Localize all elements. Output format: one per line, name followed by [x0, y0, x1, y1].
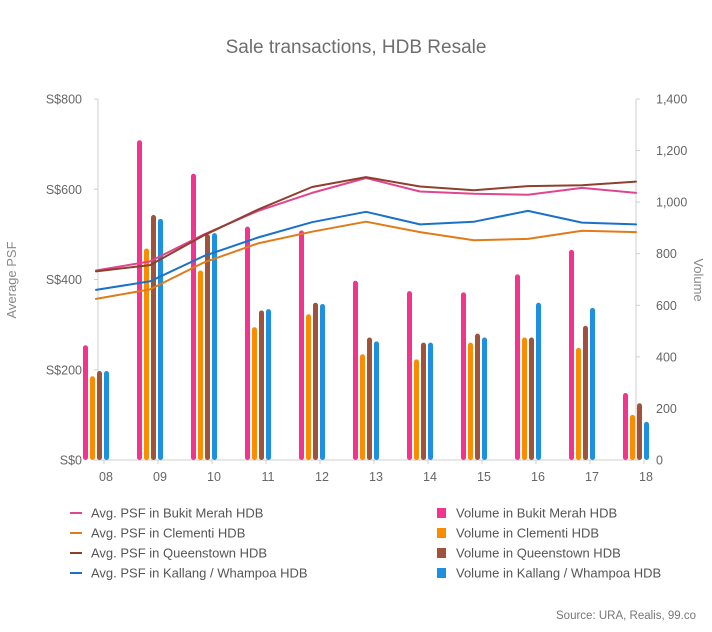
- right-tick-label: 200: [656, 402, 677, 416]
- x-tick-label: 14: [423, 470, 437, 484]
- bar: [266, 309, 271, 460]
- bar: [151, 215, 156, 460]
- x-tick-label: 16: [531, 470, 545, 484]
- x-tick-label: 17: [585, 470, 599, 484]
- left-tick-label: S$400: [46, 273, 82, 287]
- bar: [367, 337, 372, 460]
- bar: [158, 218, 163, 460]
- bar: [252, 327, 257, 460]
- x-tick-label: 10: [207, 470, 221, 484]
- legend-label: Volume in Queenstown HDB: [456, 546, 621, 561]
- bar: [212, 233, 217, 460]
- legend-bar-swatch: [437, 548, 446, 558]
- bar: [475, 333, 480, 460]
- right-axis-title: Volume: [691, 258, 706, 301]
- series-line: [95, 177, 637, 272]
- bar: [583, 325, 588, 460]
- legend-label: Volume in Clementi HDB: [456, 526, 599, 541]
- right-tick-label: 1,400: [656, 93, 687, 107]
- x-tick-label: 15: [477, 470, 491, 484]
- bar: [522, 337, 527, 460]
- bar: [644, 421, 649, 460]
- bar: [482, 337, 487, 460]
- legend-bar-swatch: [437, 568, 446, 578]
- legend: Avg. PSF in Bukit Merah HDB Avg. PSF in C…: [70, 506, 661, 581]
- bar: [590, 307, 595, 460]
- bar: [90, 376, 95, 460]
- bar: [374, 341, 379, 460]
- legend-bar-swatch: [437, 528, 446, 538]
- right-tick-label: 400: [656, 350, 677, 364]
- x-tick-label: 13: [369, 470, 383, 484]
- x-tick-label: 11: [262, 470, 275, 484]
- bar: [428, 342, 433, 460]
- bar: [576, 347, 581, 460]
- bar: [637, 403, 642, 460]
- x-tick-label: 08: [99, 470, 113, 484]
- bar: [468, 342, 473, 460]
- bar: [536, 302, 541, 460]
- left-tick-label: S$800: [46, 93, 82, 107]
- legend-label: Avg. PSF in Kallang / Whampoa HDB: [91, 566, 308, 581]
- x-tick-label: 12: [315, 470, 329, 484]
- x-tick-label: 18: [639, 470, 653, 484]
- bar: [104, 371, 109, 460]
- series-line: [95, 209, 637, 291]
- x-tick-label: 09: [153, 470, 167, 484]
- left-tick-label: S$0: [60, 454, 82, 468]
- bar: [414, 359, 419, 460]
- series-line: [95, 220, 637, 300]
- bar: [97, 371, 102, 460]
- bar: [259, 310, 264, 460]
- bar: [623, 392, 628, 460]
- bar: [299, 230, 304, 460]
- legend-label: Volume in Kallang / Whampoa HDB: [456, 566, 661, 581]
- right-tick-label: 600: [656, 299, 677, 313]
- bar: [313, 302, 318, 460]
- legend-label: Avg. PSF in Clementi HDB: [91, 526, 245, 541]
- bar: [529, 337, 534, 460]
- chart-title: Sale transactions, HDB Resale: [226, 37, 487, 58]
- left-tick-label: S$200: [46, 363, 82, 377]
- series-line: [95, 176, 637, 273]
- bar: [144, 248, 149, 460]
- bar: [515, 274, 520, 460]
- right-tick-label: 0: [656, 454, 663, 468]
- bar: [569, 249, 574, 460]
- bar: [421, 342, 426, 460]
- legend-label: Avg. PSF in Bukit Merah HDB: [91, 506, 263, 521]
- bar: [407, 291, 412, 460]
- left-axis-title: Average PSF: [4, 241, 19, 318]
- bar: [306, 314, 311, 460]
- bar: [320, 303, 325, 460]
- bar: [83, 345, 88, 460]
- legend-bar-swatch: [437, 508, 446, 518]
- right-tick-label: 1,000: [656, 196, 687, 210]
- plot-area: S$0 S$200 S$400 S$600 S$800 0 200 400 600 800 1,00…: [46, 93, 687, 485]
- bar: [137, 140, 142, 460]
- bar: [360, 354, 365, 460]
- bar: [245, 226, 250, 460]
- legend-label: Avg. PSF in Queenstown HDB: [91, 546, 267, 561]
- bar: [191, 173, 196, 460]
- source-note: Source: URA, Realis, 99.co: [556, 610, 696, 622]
- bar: [205, 234, 210, 460]
- legend-label: Volume in Bukit Merah HDB: [456, 506, 617, 521]
- right-tick-label: 1,200: [656, 144, 687, 158]
- bar: [198, 270, 203, 460]
- left-tick-label: S$600: [46, 183, 82, 197]
- right-tick-label: 800: [656, 247, 677, 261]
- bar: [630, 414, 635, 460]
- bar: [461, 292, 466, 460]
- bar: [353, 280, 358, 460]
